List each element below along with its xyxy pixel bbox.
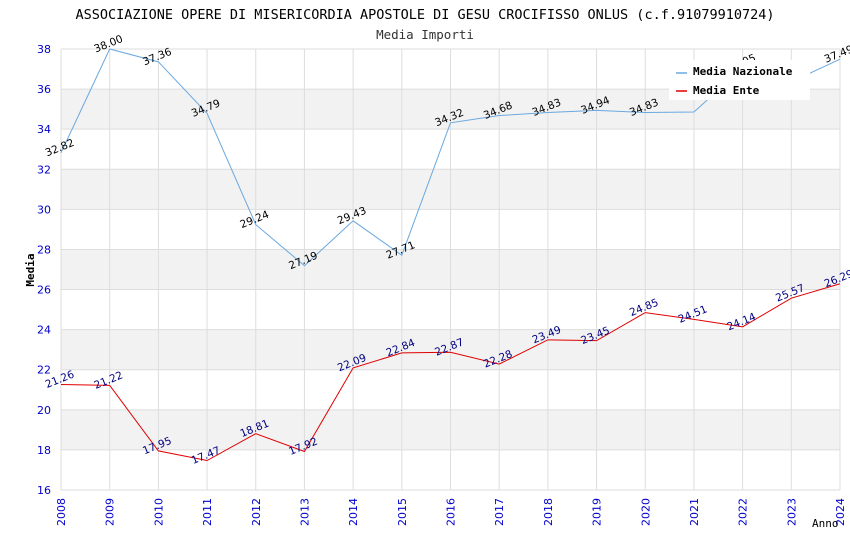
data-label: 21.22 [92, 369, 124, 391]
data-label: 24.85 [628, 297, 660, 319]
x-axis-label: Anno [812, 517, 839, 530]
x-tick-label: 2016 [445, 498, 458, 526]
x-tick-label: 2023 [785, 498, 798, 526]
series-line-media-ente [60, 283, 841, 462]
x-tick-label: 2014 [347, 498, 360, 526]
y-tick-label: 32 [37, 163, 51, 176]
y-axis-ticks: 16 18 20 22 24 26 28 30 32 34 36 38 [37, 43, 51, 497]
x-tick-label: 2010 [152, 498, 165, 526]
x-axis-ticks: 2008 2009 2010 2011 2012 2013 2014 2015 2016 2017… [55, 498, 847, 526]
x-tick-label: 2012 [250, 498, 263, 526]
y-tick-label: 26 [37, 284, 51, 297]
x-tick-label: 2022 [737, 498, 750, 526]
y-tick-label: 28 [37, 243, 51, 256]
gridlines [60, 48, 841, 491]
legend: Media Nazionale Media Ente [669, 60, 810, 100]
x-tick-label: 2011 [201, 498, 214, 526]
x-tick-label: 2017 [493, 498, 506, 526]
y-tick-label: 34 [37, 123, 51, 136]
x-tick-label: 2018 [542, 498, 555, 526]
data-label: 37.49 [823, 43, 850, 65]
y-tick-label: 30 [37, 203, 51, 216]
y-tick-label: 20 [37, 404, 51, 417]
data-label: 24.51 [677, 303, 709, 325]
x-tick-label: 2021 [688, 498, 701, 526]
y-tick-label: 18 [37, 444, 51, 457]
x-tick-label: 2019 [591, 498, 604, 526]
chart-subtitle: Media Importi [376, 27, 474, 42]
chart-title: ASSOCIAZIONE OPERE DI MISERICORDIA APOST… [76, 7, 775, 23]
x-tick-label: 2015 [396, 498, 409, 526]
data-label: 32.82 [44, 137, 76, 159]
x-tick-label: 2020 [639, 498, 652, 526]
x-tick-label: 2009 [104, 498, 117, 526]
x-tick-label: 2024 [834, 498, 847, 526]
y-tick-label: 36 [37, 83, 51, 96]
y-tick-label: 38 [37, 43, 51, 56]
legend-label-media-nazionale: Media Nazionale [693, 65, 793, 78]
x-tick-label: 2013 [298, 498, 311, 526]
y-tick-label: 22 [37, 364, 51, 377]
data-label: 29.24 [238, 209, 271, 232]
y-tick-label: 16 [37, 484, 51, 497]
x-tick-label: 2008 [55, 498, 68, 526]
y-axis-label: Media [24, 253, 37, 286]
y-tick-label: 24 [37, 324, 51, 337]
legend-label-media-ente: Media Ente [693, 84, 760, 97]
